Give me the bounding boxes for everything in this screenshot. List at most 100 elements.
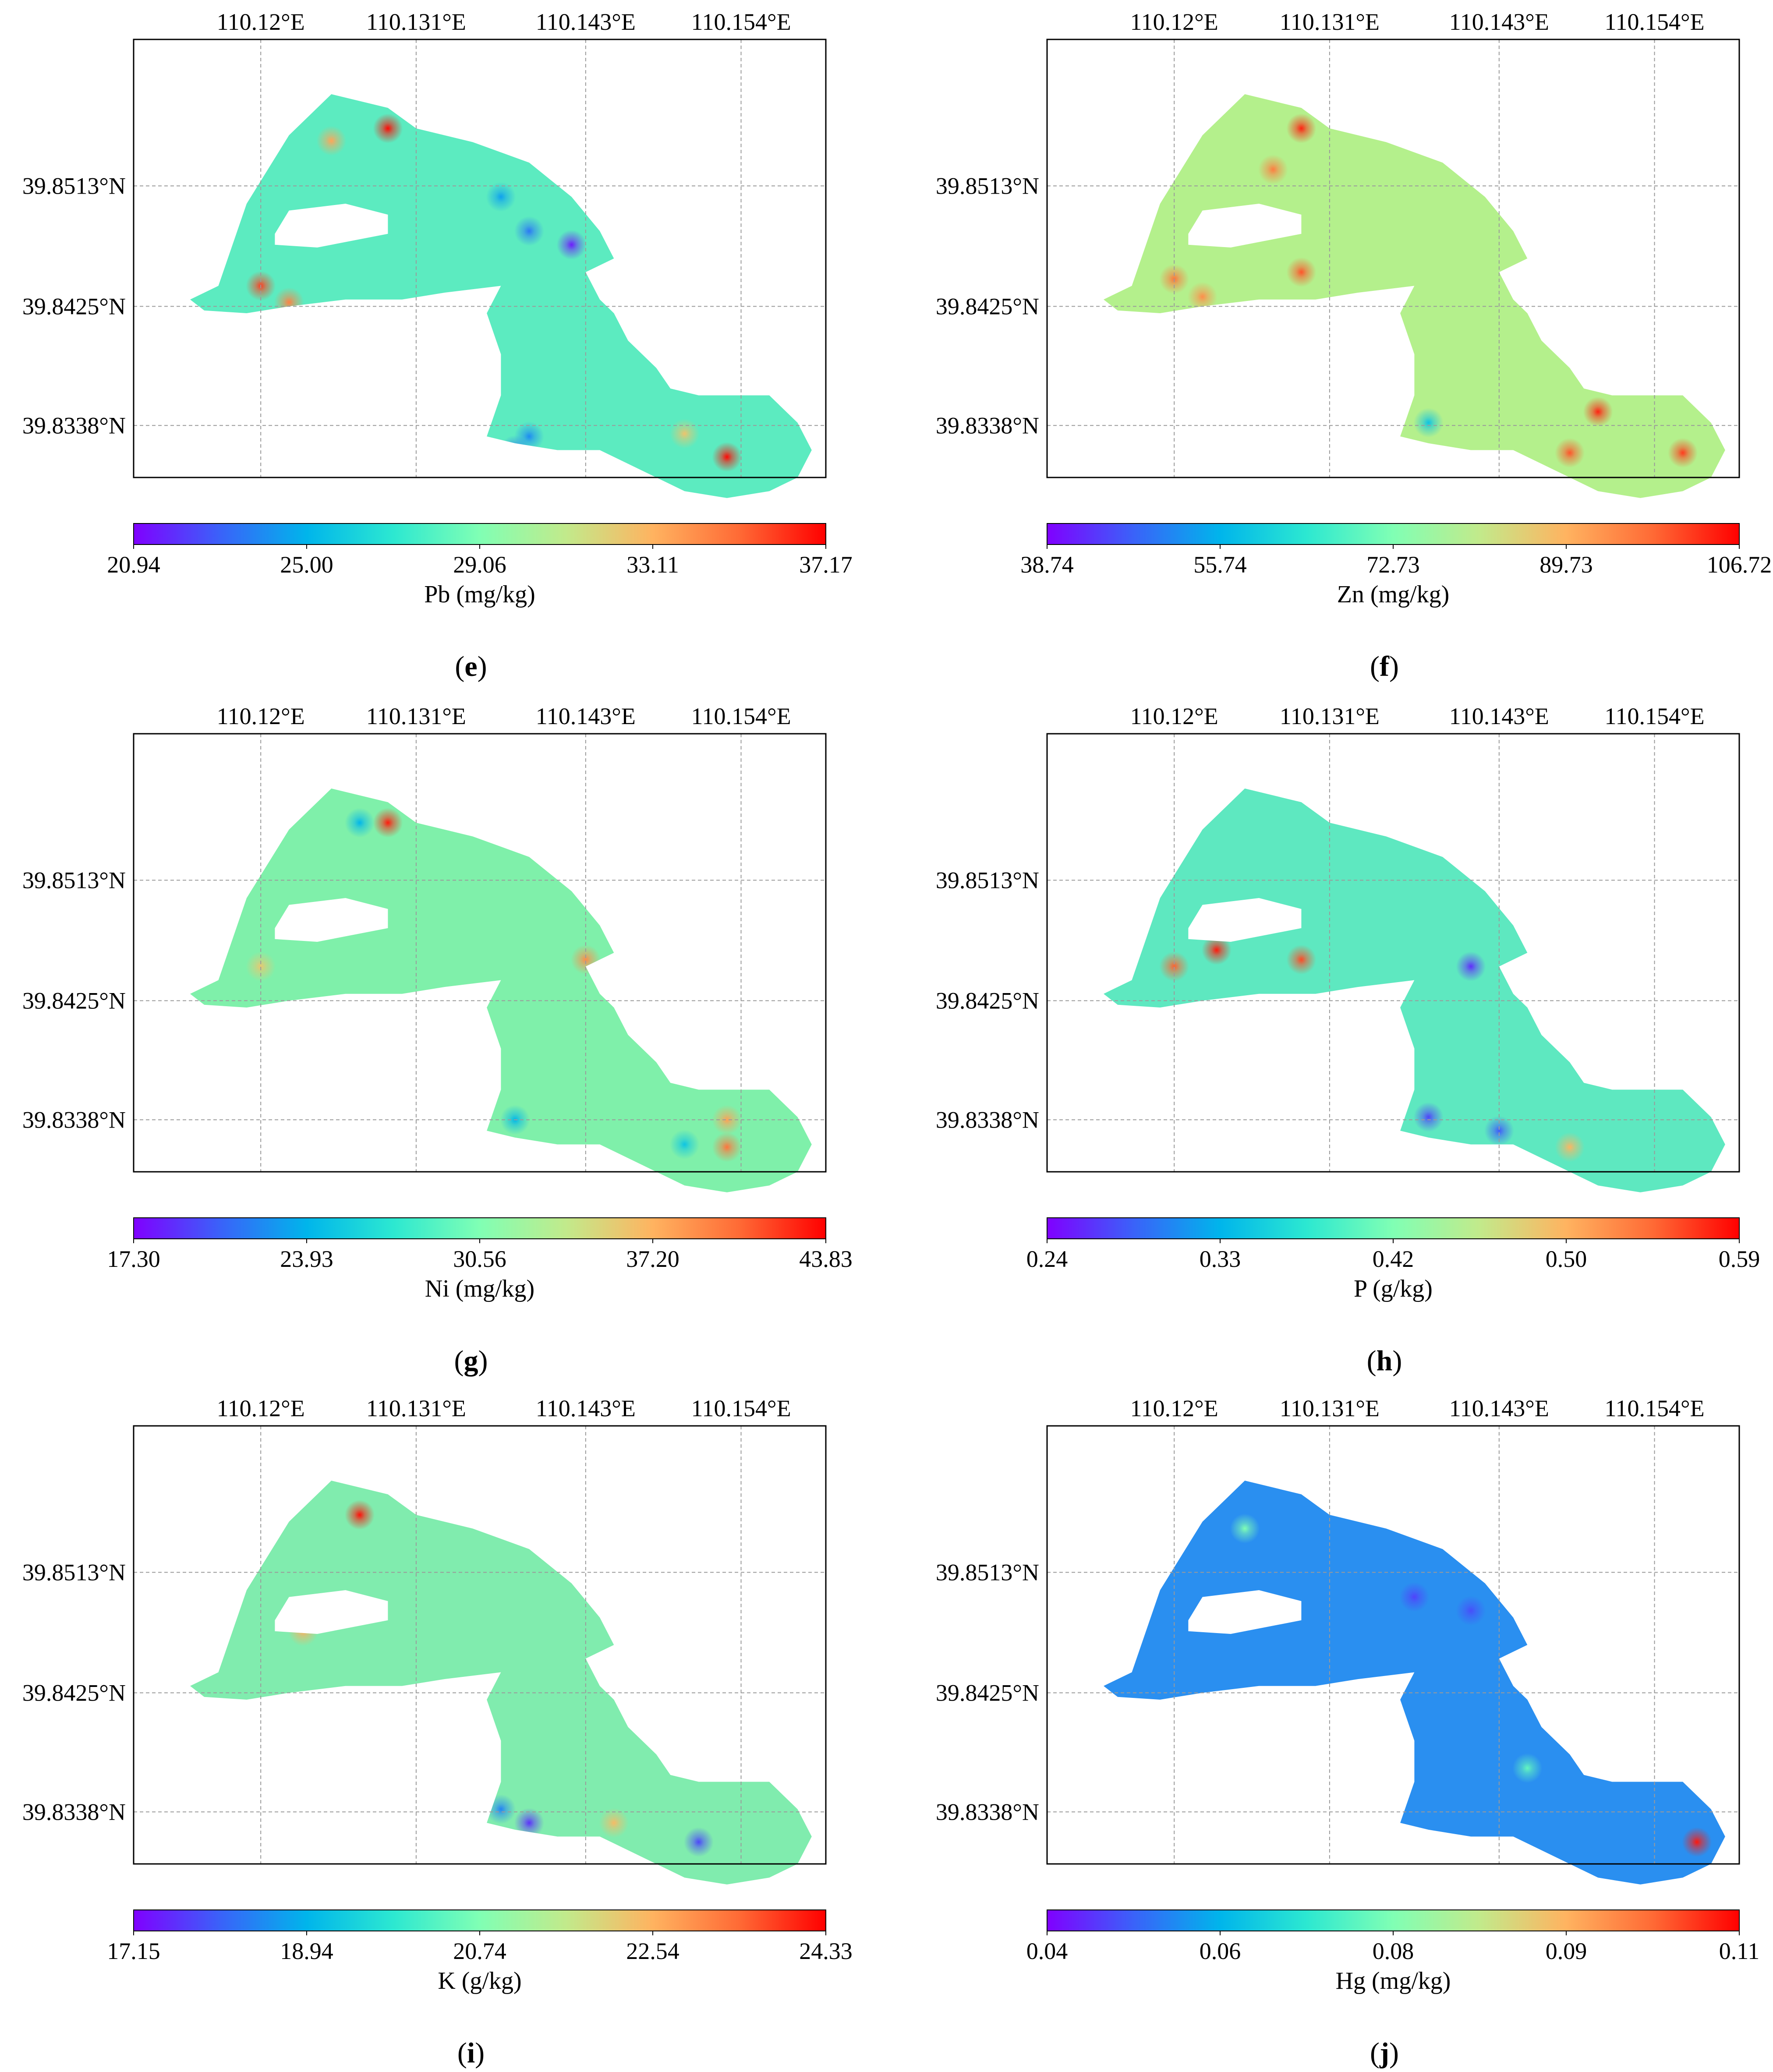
colorbar-tick-label-i-4: 24.33 [799, 1938, 853, 1964]
panel-label-i: (i) [457, 2037, 485, 2069]
hotspot-i-5 [486, 1794, 516, 1824]
lat-tick-label-f-0: 39.8513°N [936, 173, 1039, 199]
lon-tick-label-j-0: 110.12°E [1130, 1395, 1218, 1421]
lat-tick-label-g-0: 39.8513°N [22, 867, 126, 893]
lon-tick-label-j-2: 110.143°E [1449, 1395, 1549, 1421]
colorbar-tick-label-g-4: 43.83 [799, 1246, 853, 1272]
colorbar-tick-label-g-0: 17.30 [107, 1246, 160, 1272]
hotspot-g-6 [669, 1129, 700, 1160]
map-frame-g [133, 733, 827, 1173]
colorbar-tick-label-f-2: 72.73 [1366, 552, 1420, 578]
hotspot-j-1 [1230, 1513, 1260, 1544]
colorbar-tick-label-e-1: 25.00 [280, 552, 333, 578]
panel-label-f: (f) [1370, 651, 1399, 682]
study-area-i [190, 1481, 812, 1885]
hotspot-e-3 [274, 287, 304, 317]
lon-tick-label-f-0: 110.12°E [1130, 9, 1218, 35]
panel-f: 110.12°E 110.131°E 110.143°E 110.154°E 39.85… [936, 9, 1772, 682]
lon-tick-label-h-0: 110.12°E [1130, 703, 1218, 729]
map-frame-e [133, 39, 827, 478]
hotspot-e-0 [316, 126, 347, 156]
colorbar-tick-label-f-1: 55.74 [1193, 552, 1247, 578]
hotspot-f-8 [1413, 408, 1444, 438]
lon-tick-label-h-2: 110.143°E [1449, 703, 1549, 729]
colorbar-tick-label-h-0: 0.24 [1026, 1246, 1068, 1272]
hotspot-f-7 [1668, 438, 1698, 468]
colorbar-e [133, 523, 826, 545]
panel-label-h: (h) [1367, 1345, 1402, 1377]
hotspot-e-6 [486, 182, 516, 212]
colorbar-tick-label-i-0: 17.15 [107, 1938, 160, 1964]
hotspot-h-4 [1413, 1102, 1444, 1132]
hotspot-h-2 [1286, 944, 1316, 975]
hotspot-e-5 [514, 216, 544, 246]
lat-tick-label-e-2: 39.8338°N [22, 412, 126, 438]
study-area-e [190, 94, 812, 498]
lat-tick-label-g-1: 39.8425°N [22, 987, 126, 1014]
hotspot-e-7 [712, 442, 742, 472]
colorbar-tick-label-h-4: 0.59 [1719, 1246, 1760, 1272]
colorbar-i [133, 1909, 826, 1931]
colorbar-label-f: Zn (mg/kg) [1337, 581, 1450, 608]
study-area-j [1104, 1481, 1725, 1885]
colorbar-label-e: Pb (mg/kg) [424, 581, 535, 608]
lon-tick-label-f-3: 110.154°E [1604, 9, 1704, 35]
lon-tick-label-e-1: 110.131°E [366, 9, 466, 35]
colorbar-tick-label-i-2: 20.74 [453, 1938, 506, 1964]
hotspot-f-6 [1555, 438, 1585, 468]
lat-tick-label-j-1: 39.8425°N [936, 1680, 1039, 1706]
hotspot-f-1 [1258, 154, 1288, 184]
colorbar-tick-label-f-3: 89.73 [1539, 552, 1593, 578]
hotspot-f-9 [1371, 405, 1401, 435]
hotspot-j-0 [1682, 1827, 1712, 1857]
lon-tick-label-e-2: 110.143°E [536, 9, 636, 35]
colorbar-tick-label-g-2: 30.56 [453, 1246, 506, 1272]
lon-tick-label-f-2: 110.143°E [1449, 9, 1549, 35]
colorbar-tick-label-j-4: 0.11 [1719, 1938, 1760, 1964]
hotspot-g-3 [712, 1132, 742, 1162]
hotspot-h-5 [1484, 1116, 1514, 1146]
lon-tick-label-g-2: 110.143°E [536, 703, 636, 729]
colorbar-tick-label-h-2: 0.42 [1373, 1246, 1414, 1272]
colorbar-label-j: Hg (mg/kg) [1336, 1967, 1451, 1994]
colorbar-tick-label-f-4: 106.72 [1707, 552, 1772, 578]
lon-tick-label-h-1: 110.131°E [1280, 703, 1380, 729]
panel-label-e: (e) [455, 651, 487, 682]
hotspot-g-0 [373, 808, 403, 838]
lon-tick-label-i-3: 110.154°E [691, 1395, 791, 1421]
lat-tick-label-h-0: 39.8513°N [936, 867, 1039, 893]
lat-tick-label-e-0: 39.8513°N [22, 173, 126, 199]
panel-i: 110.12°E 110.131°E 110.143°E 110.154°E 39.85… [22, 1395, 853, 2069]
lon-tick-label-j-1: 110.131°E [1280, 1395, 1380, 1421]
colorbar-tick-label-g-3: 37.20 [626, 1246, 679, 1272]
panel-h: 110.12°E 110.131°E 110.143°E 110.154°E 39.85… [936, 703, 1760, 1377]
lon-tick-label-g-1: 110.131°E [366, 703, 466, 729]
lon-tick-label-h-3: 110.154°E [1604, 703, 1704, 729]
panel-g: 110.12°E 110.131°E 110.143°E 110.154°E 39.85… [22, 703, 853, 1377]
lat-tick-label-i-1: 39.8425°N [22, 1680, 126, 1706]
lat-tick-label-g-2: 39.8338°N [22, 1107, 126, 1133]
lat-tick-label-j-0: 39.8513°N [936, 1559, 1039, 1585]
lat-tick-label-e-1: 39.8425°N [22, 293, 126, 319]
hotspot-e-1 [373, 113, 403, 144]
colorbar-tick-label-h-1: 0.33 [1200, 1246, 1241, 1272]
hotspot-e-9 [514, 421, 544, 452]
lat-tick-label-h-2: 39.8338°N [936, 1107, 1039, 1133]
lon-tick-label-e-0: 110.12°E [217, 9, 305, 35]
colorbar-j [1047, 1909, 1740, 1931]
hotspot-g-1 [344, 808, 375, 838]
colorbar-f [1047, 523, 1740, 545]
colorbar-tick-label-e-2: 29.06 [453, 552, 506, 578]
lat-tick-label-i-2: 39.8338°N [22, 1799, 126, 1825]
colorbar-tick-label-j-3: 0.09 [1546, 1938, 1587, 1964]
lat-tick-label-h-1: 39.8425°N [936, 987, 1039, 1014]
colorbar-tick-label-e-0: 20.94 [107, 552, 160, 578]
colorbar-tick-label-j-2: 0.08 [1373, 1938, 1414, 1964]
colorbar-tick-label-i-3: 22.54 [626, 1938, 679, 1964]
colorbar-tick-label-e-3: 33.11 [626, 552, 679, 578]
hotspot-i-3 [683, 1827, 714, 1857]
study-area-h [1104, 788, 1725, 1192]
hotspot-f-4 [1187, 282, 1217, 312]
map-frame-i [133, 1425, 827, 1865]
